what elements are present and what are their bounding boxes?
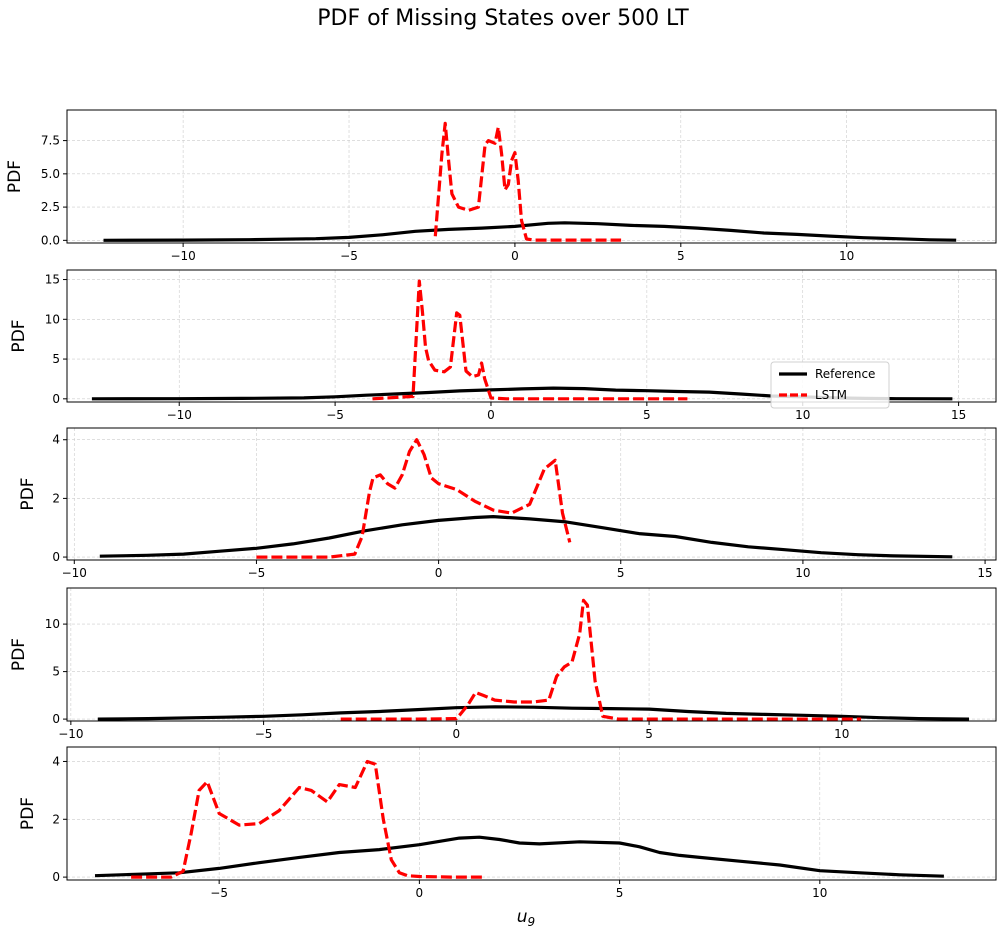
- y-axis-label: PDF: [18, 797, 38, 830]
- y-tick-label: 0: [52, 550, 60, 564]
- x-tick-label: 15: [951, 408, 966, 422]
- y-tick-label: 5: [52, 352, 60, 366]
- reference-line: [94, 835, 944, 878]
- subplot-4: −10 −5 0 5 10 0 5 10 PDF: [9, 587, 997, 741]
- x-tick-label: 5: [677, 249, 685, 263]
- x-tick-label: 5: [616, 886, 624, 900]
- x-tick-label: 15: [977, 566, 992, 580]
- y-tick-label: 4: [52, 754, 60, 768]
- y-tick-label: 7.5: [41, 134, 60, 148]
- lstm-line: [372, 279, 688, 401]
- y-axis-label: PDF: [9, 638, 29, 671]
- axes-frame: [66, 269, 997, 403]
- y-tick-label: 10: [45, 617, 60, 631]
- y-tick-label: 0.0: [41, 233, 60, 247]
- x-tick-label: 10: [812, 886, 827, 900]
- x-tick-label: −10: [167, 408, 192, 422]
- x-tick-label: 10: [795, 408, 810, 422]
- x-tick-label: 5: [645, 727, 653, 741]
- y-axis-label: PDF: [18, 477, 38, 510]
- subplot-2: −10 −5 0 5 10 15 0 5 10 15 PDF Reference LSTM: [9, 269, 997, 422]
- x-tick-label: −10: [58, 727, 83, 741]
- legend-reference-label: Reference: [815, 367, 875, 381]
- lstm-line: [433, 121, 622, 242]
- y-tick-label: 4: [52, 433, 60, 447]
- x-tick-label: −10: [170, 249, 195, 263]
- x-tick-label: 10: [839, 249, 854, 263]
- y-tick-label: 2: [52, 812, 60, 826]
- y-tick-label: 2: [52, 491, 60, 505]
- x-tick-label: −5: [340, 249, 358, 263]
- reference-line: [97, 705, 970, 721]
- x-tick-label: 0: [416, 886, 424, 900]
- axes-frame: [66, 746, 997, 881]
- x-tick-label: 5: [643, 408, 651, 422]
- y-tick-label: 5: [52, 665, 60, 679]
- axes-frame: [66, 427, 997, 561]
- legend: Reference LSTM: [770, 361, 890, 409]
- y-tick-label: 10: [45, 312, 60, 326]
- x-tick-label: 0: [487, 408, 495, 422]
- subplot-3: −10 −5 0 5 10 15 0 2 4 PDF: [18, 427, 997, 580]
- axes-frame: [66, 109, 997, 244]
- x-tick-label: 0: [453, 727, 461, 741]
- y-tick-label: 0: [52, 392, 60, 406]
- x-tick-label: 0: [435, 566, 443, 580]
- reference-line: [103, 221, 957, 242]
- y-tick-label: 2.5: [41, 200, 60, 214]
- lstm-line: [256, 438, 572, 559]
- x-tick-label: −5: [210, 886, 228, 900]
- y-tick-label: 5.0: [41, 167, 60, 181]
- x-tick-label: −5: [326, 408, 344, 422]
- y-tick-label: 0: [52, 870, 60, 884]
- y-axis-label: PDF: [5, 160, 25, 193]
- figure-title: PDF of Missing States over 500 LT: [317, 6, 689, 31]
- lstm-line: [131, 759, 484, 879]
- x-axis-label: u9: [517, 907, 535, 929]
- subplot-5: −5 0 5 10 0 2 4 PDF u9: [18, 746, 997, 929]
- x-tick-label: 0: [511, 249, 519, 263]
- lstm-line: [340, 598, 862, 721]
- x-tick-label: −10: [62, 566, 87, 580]
- legend-lstm-label: LSTM: [815, 388, 847, 402]
- x-tick-label: 5: [617, 566, 625, 580]
- x-tick-label: 10: [795, 566, 810, 580]
- y-tick-label: 0: [52, 712, 60, 726]
- reference-line: [99, 515, 953, 559]
- x-tick-label: −5: [248, 566, 266, 580]
- x-tick-label: −5: [255, 727, 273, 741]
- y-axis-label: PDF: [9, 319, 29, 352]
- y-tick-label: 15: [45, 273, 60, 287]
- x-tick-label: 10: [834, 727, 849, 741]
- subplot-1: −10 −5 0 5 10 0.0 2.5 5.0 7.5 PDF: [5, 109, 997, 263]
- axes-frame: [66, 587, 997, 722]
